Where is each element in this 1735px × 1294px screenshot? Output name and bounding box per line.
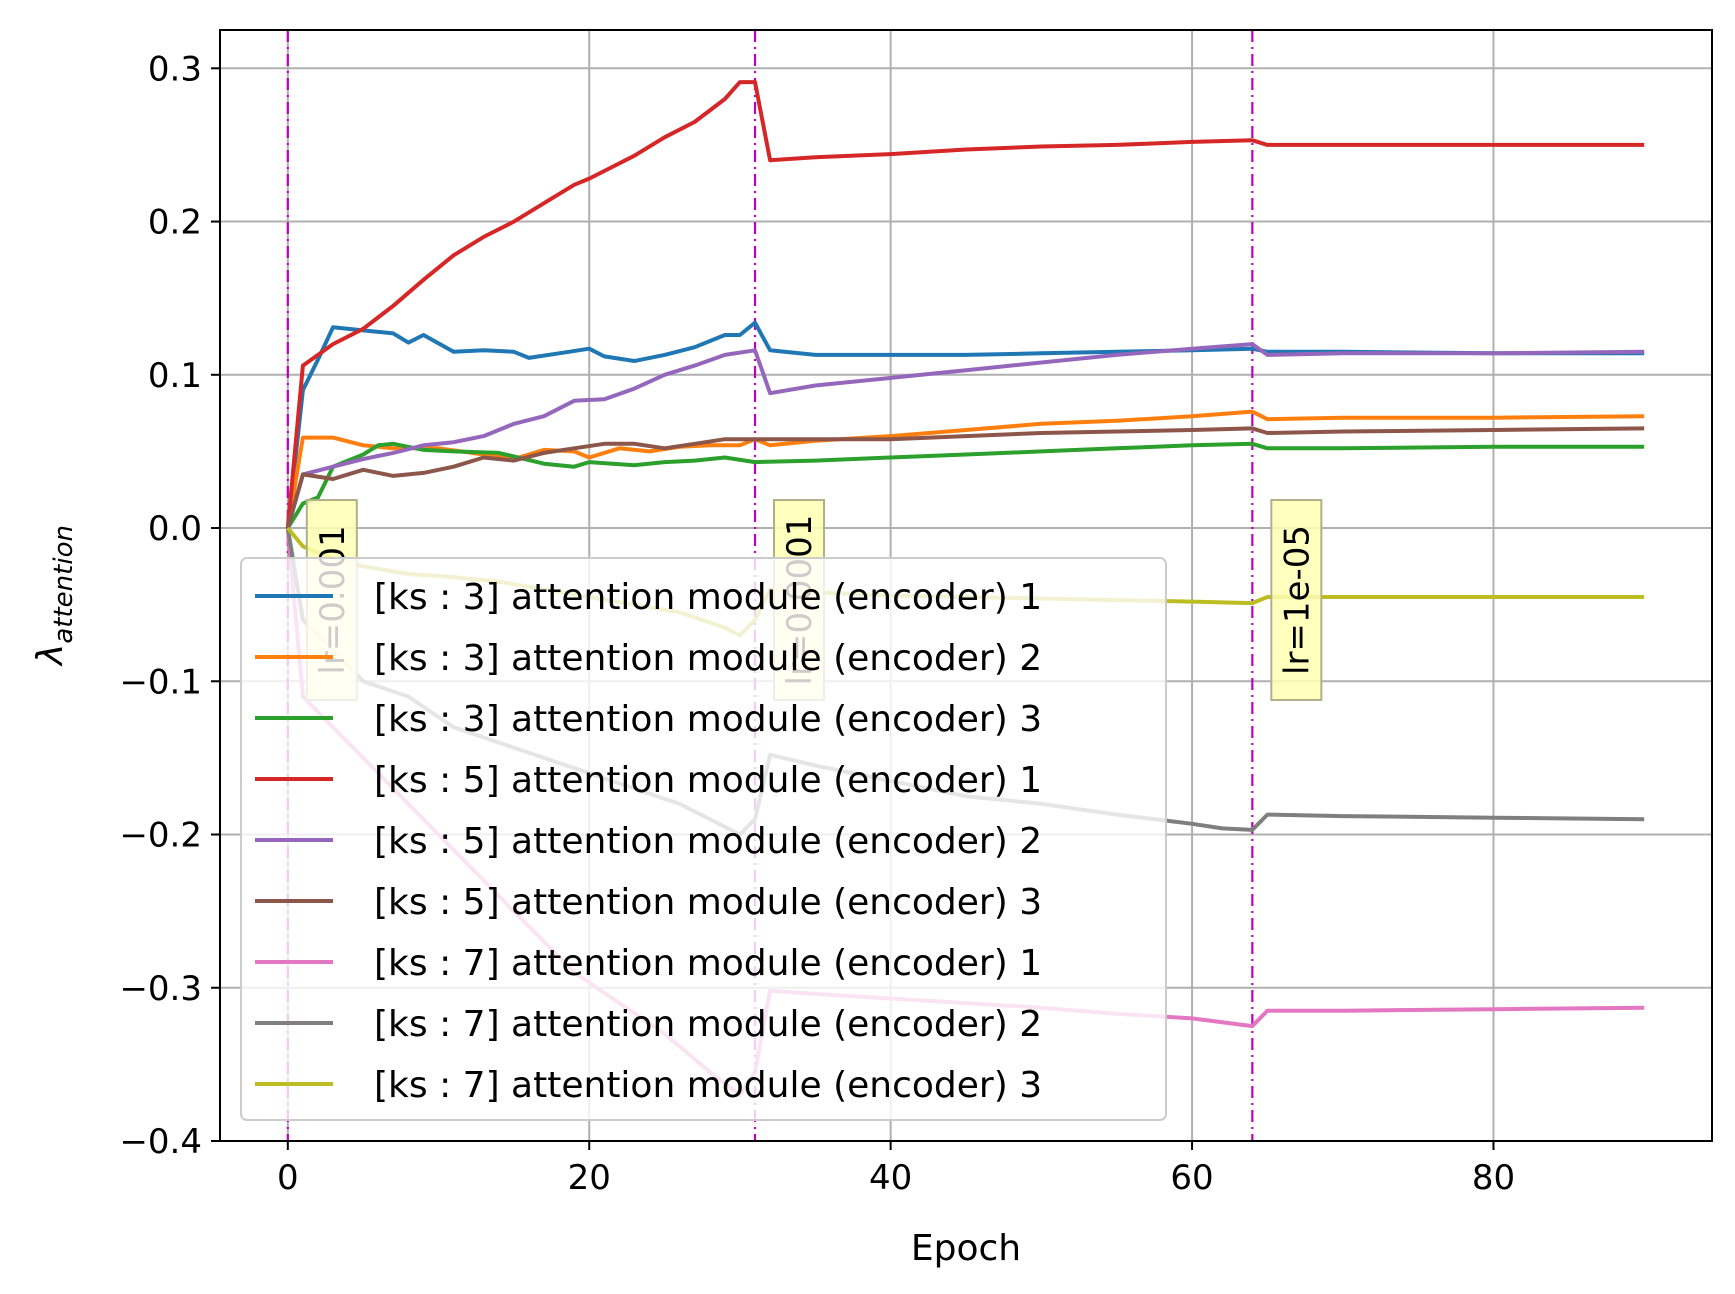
series-line [285, 426, 1645, 529]
plot-frame [219, 29, 1713, 1142]
series-line [286, 441, 1645, 530]
lr-label-box [1270, 499, 1323, 701]
y-axis-label-subscript: attention [49, 525, 79, 644]
legend-box [240, 557, 1167, 1121]
series-line [285, 342, 1645, 529]
x-tick-label: 80 [1472, 1158, 1515, 1198]
legend-entry-label: [ks : 7] attention module (encoder) 3 [374, 1065, 1042, 1106]
lr-label-text: lr=1e-05 [1277, 525, 1317, 675]
x-tick-label: 0 [277, 1158, 299, 1198]
legend-entry-label: [ks : 3] attention module (encoder) 3 [374, 699, 1042, 740]
y-tick-label: −0.2 [119, 816, 202, 856]
y-tick-label: 0.0 [148, 509, 202, 549]
y-tick-label: 0.3 [148, 49, 202, 89]
y-tick-label: −0.4 [119, 1122, 202, 1162]
y-tick-label: 0.1 [148, 356, 202, 396]
y-tick-label: −0.3 [119, 969, 202, 1009]
y-axis-label: λattention [30, 525, 79, 667]
legend-entry-label: [ks : 7] attention module (encoder) 1 [374, 943, 1042, 984]
legend-entry-label: [ks : 5] attention module (encoder) 1 [374, 760, 1042, 801]
y-tick-label: −0.1 [119, 662, 202, 702]
lr-label-group: lr=1e-05 [1270, 499, 1323, 701]
legend-entry-label: [ks : 5] attention module (encoder) 3 [374, 882, 1042, 923]
legend-entry-label: [ks : 3] attention module (encoder) 2 [374, 638, 1042, 679]
y-axis-label-symbol: λ [30, 644, 71, 667]
x-tick-label: 20 [568, 1158, 611, 1198]
tick-labels: 0 20 40 60 80 0.3 0.2 0.1 0.0 −0.1 −0.2 −0.3 −0.4 [119, 49, 1515, 1198]
x-tick-label: 40 [869, 1158, 912, 1198]
legend: [ks : 3] attention module (encoder) 1 [ks… [240, 557, 1167, 1121]
legend-entry-label: [ks : 7] attention module (encoder) 2 [374, 1004, 1042, 1045]
axes [211, 29, 1713, 1150]
x-axis-label: Epoch [911, 1228, 1021, 1269]
y-tick-label: 0.2 [148, 203, 202, 243]
series-line [285, 80, 1645, 529]
legend-entry-label: [ks : 3] attention module (encoder) 1 [374, 577, 1042, 618]
legend-entry-label: [ks : 5] attention module (encoder) 2 [374, 821, 1042, 862]
x-tick-label: 60 [1170, 1158, 1213, 1198]
